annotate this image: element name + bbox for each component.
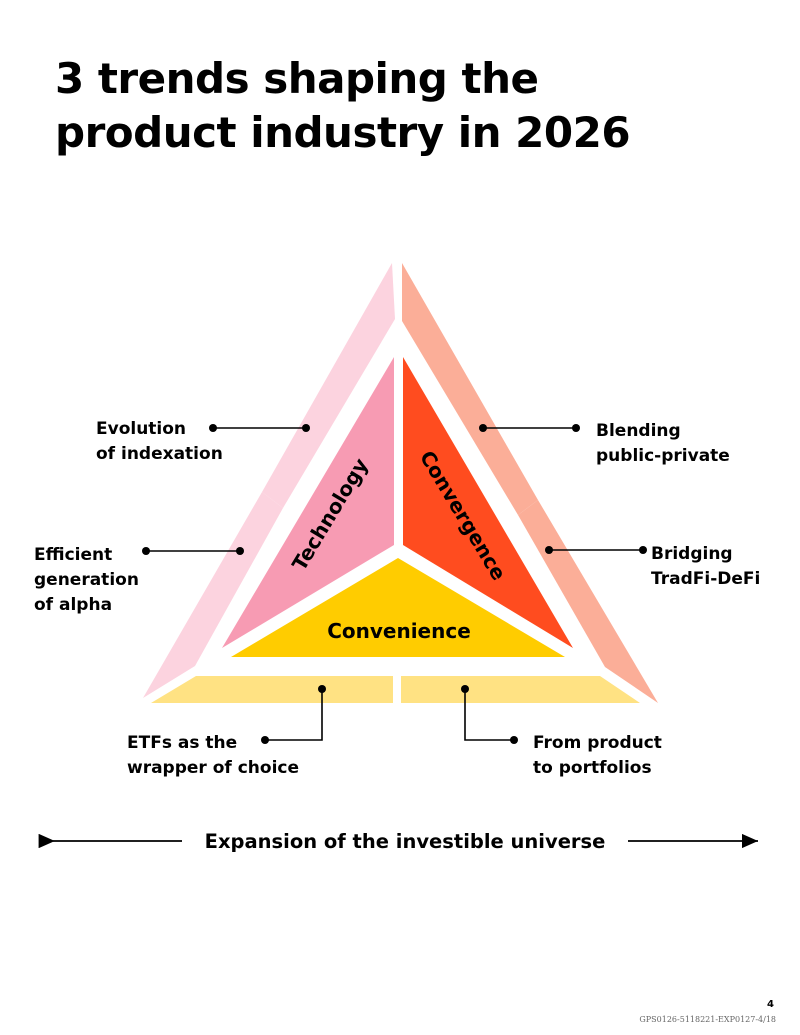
label-evolution-of-indexation: Evolution of indexation — [96, 419, 223, 464]
label-line: of alpha — [34, 595, 112, 615]
connector-etfs — [261, 685, 326, 744]
page-number: 4 — [767, 999, 774, 1010]
label-line: From product — [533, 733, 662, 753]
connector-blending — [479, 424, 580, 432]
connector-efficient — [142, 547, 244, 555]
label-line: Bridging — [651, 544, 733, 564]
label-line: public-private — [596, 446, 730, 466]
label-line: Blending — [596, 421, 681, 441]
label-line: Evolution — [96, 419, 186, 439]
bottom-band-left — [151, 676, 393, 703]
label-bridging-tradfi-defi: Bridging TradFi-DeFi — [651, 544, 760, 589]
expansion-label: Expansion of the investible universe — [205, 830, 606, 853]
left-band-lower — [143, 492, 283, 698]
bottom-band-right — [401, 676, 640, 703]
title-line-1: 3 trends shaping the — [55, 54, 539, 103]
label-etfs-wrapper: ETFs as the wrapper of choice — [127, 733, 299, 778]
convenience-label: Convenience — [327, 619, 471, 643]
connector-evolution — [209, 424, 310, 432]
label-line: of indexation — [96, 444, 223, 464]
right-band-upper — [402, 263, 538, 515]
left-band-upper — [262, 263, 395, 508]
label-blending-public-private: Blending public-private — [596, 421, 730, 466]
title-line-2: product industry in 2026 — [55, 108, 631, 157]
convergence-segment — [403, 357, 573, 648]
technology-segment — [222, 357, 394, 648]
label-line: to portfolios — [533, 758, 652, 778]
page-title: 3 trends shaping the product industry in… — [55, 52, 631, 160]
label-line: generation — [34, 570, 139, 590]
label-line: Efficient — [34, 545, 112, 565]
label-from-product-to-portfolios: From product to portfolios — [533, 733, 662, 778]
connector-from-product — [461, 685, 518, 744]
label-efficient-generation: Efficient generation of alpha — [34, 545, 139, 615]
connector-bridging — [545, 546, 647, 554]
label-line: ETFs as the — [127, 733, 237, 753]
document-code: GPS0126-5118221-EXP0127-4/18 — [639, 1015, 776, 1024]
label-line: TradFi-DeFi — [651, 569, 760, 589]
label-line: wrapper of choice — [127, 758, 299, 778]
convenience-segment — [231, 558, 565, 657]
